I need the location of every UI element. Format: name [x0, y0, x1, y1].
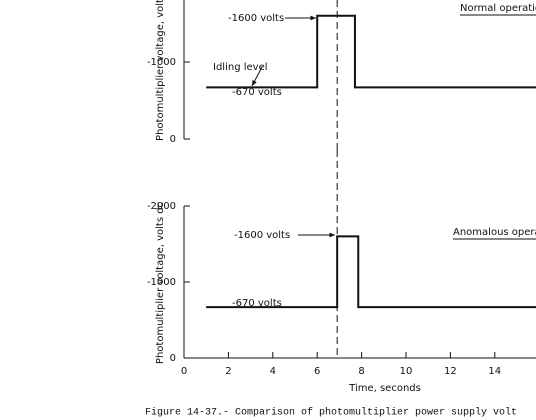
y-tick-label: -1000: [147, 277, 176, 288]
annotation: -1600 volts: [234, 230, 290, 241]
y-tick-label: -1000: [147, 57, 176, 68]
x-tick-label: 4: [270, 366, 276, 377]
annotation: -670 volts: [232, 298, 282, 309]
voltage-line: [206, 235, 536, 309]
arrow-head: [329, 232, 335, 238]
annotation: Anomalous operat: [453, 227, 536, 238]
x-tick-label: 0: [181, 366, 187, 377]
caption: Figure 14-37.- Comparison of photomultip…: [145, 407, 517, 419]
y-tick-label: -2000: [147, 201, 176, 212]
arrow-head: [252, 80, 257, 86]
y-tick-label: 0: [170, 353, 176, 364]
annotation: -1600 volts: [228, 13, 284, 24]
x-tick-label: 10: [400, 366, 413, 377]
annotation: Idling level: [213, 62, 268, 73]
x-tick-label: 8: [358, 366, 364, 377]
annotation: Normal operatio: [460, 3, 536, 14]
y-axis-label: Photomultiplier voltage, volt: [155, 0, 166, 141]
x-tick-label: 12: [444, 366, 457, 377]
annotation: -670 volts: [232, 87, 282, 98]
x-axis-label: Time, seconds: [348, 383, 421, 394]
voltage-line: [206, 14, 536, 89]
arrow-head: [310, 15, 316, 21]
x-tick-label: 6: [314, 366, 320, 377]
x-tick-label: 2: [225, 366, 231, 377]
y-tick-label: 0: [170, 134, 176, 145]
y-axis-label: Photomultiplier voltage, volts dc: [155, 202, 166, 364]
x-tick-label: 14: [488, 366, 501, 377]
